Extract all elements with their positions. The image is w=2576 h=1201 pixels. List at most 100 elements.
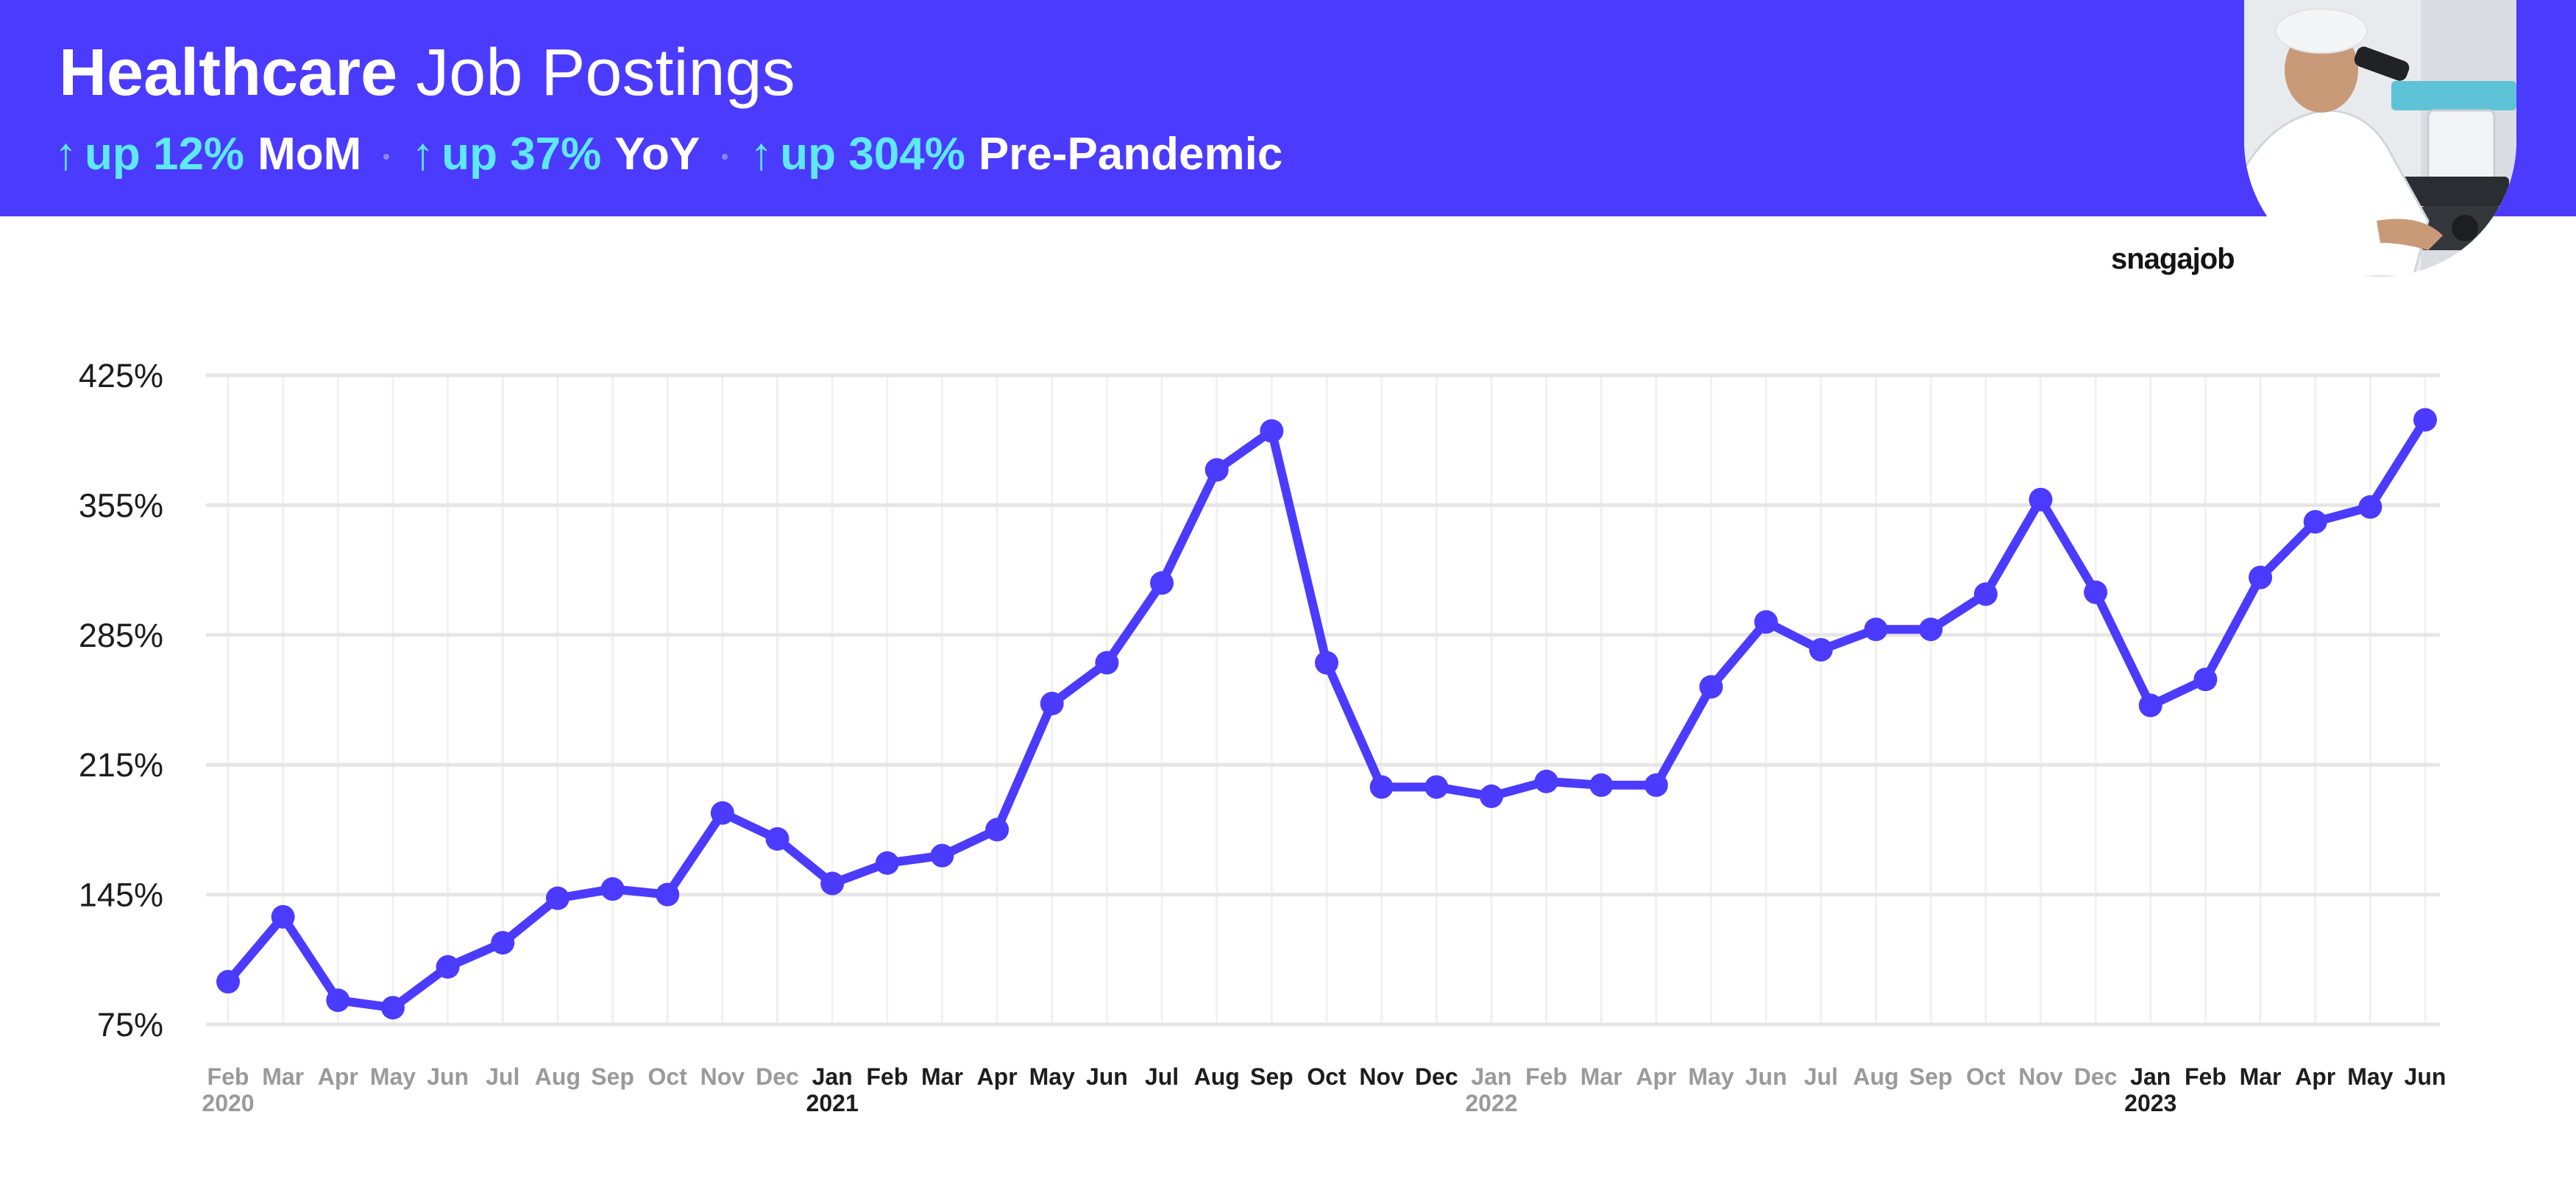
x-tick-label: Jun bbox=[2405, 1063, 2447, 1090]
stat-yoy-value: up 37% bbox=[441, 128, 602, 180]
title-light: Job Postings bbox=[416, 36, 795, 110]
y-axis-tick-labels: 425% 355% 285% 215% 145% 75% bbox=[79, 357, 163, 1044]
data-point bbox=[2413, 408, 2437, 432]
stat-pre-pandemic-label: Pre-Pandemic bbox=[978, 128, 1283, 180]
year-label: 2020 bbox=[202, 1090, 254, 1116]
data-point bbox=[545, 886, 570, 910]
stat-yoy-label: YoY bbox=[614, 128, 700, 180]
separator-dot bbox=[383, 154, 390, 160]
x-tick-label: Apr bbox=[977, 1063, 1018, 1090]
x-tick-label: Jun bbox=[1086, 1063, 1128, 1090]
x-tick-label: Aug bbox=[1853, 1063, 1898, 1090]
title-bold: Healthcare bbox=[59, 36, 398, 110]
x-tick-label: Mar bbox=[2240, 1063, 2282, 1090]
year-label: 2023 bbox=[2124, 1090, 2176, 1116]
x-tick-label: Aug bbox=[1194, 1063, 1240, 1090]
x-tick-label: May bbox=[1688, 1063, 1734, 1090]
x-tick-label: Sep bbox=[1909, 1063, 1953, 1090]
x-tick-label: Jun bbox=[1745, 1063, 1787, 1090]
separator-dot bbox=[722, 154, 728, 160]
y-tick-label: 75% bbox=[97, 1006, 163, 1044]
data-point bbox=[1315, 651, 1338, 675]
data-point bbox=[1369, 775, 1394, 799]
x-tick-label: Oct bbox=[648, 1063, 688, 1090]
data-point bbox=[1260, 419, 1284, 443]
x-tick-label: Feb bbox=[207, 1063, 249, 1090]
x-tick-label: Feb bbox=[1525, 1063, 1567, 1090]
y-tick-label: 285% bbox=[79, 617, 163, 654]
data-point bbox=[2138, 693, 2162, 718]
arrow-up-icon: ↑ bbox=[54, 128, 77, 180]
data-point bbox=[875, 851, 899, 875]
data-point bbox=[1699, 675, 1723, 699]
x-tick-label: Dec bbox=[2074, 1063, 2118, 1090]
data-point bbox=[1424, 775, 1449, 799]
x-tick-label: Dec bbox=[1415, 1063, 1458, 1090]
data-point bbox=[1040, 692, 1064, 716]
photo-illustration bbox=[2244, 0, 2516, 277]
x-tick-label: Nov bbox=[2018, 1063, 2063, 1090]
data-point bbox=[216, 970, 240, 994]
x-axis-tick-labels: Feb Mar Apr May Jun Jul Aug Sep Oct Nov Dec Jan Feb M… bbox=[202, 1063, 2446, 1116]
data-point bbox=[2249, 565, 2273, 589]
y-tick-label: 425% bbox=[79, 357, 163, 394]
scientist-microscope-photo bbox=[2244, 0, 2516, 277]
vertical-gridlines bbox=[227, 375, 2427, 1024]
x-tick-label: Oct bbox=[1307, 1063, 1346, 1090]
data-point bbox=[2358, 495, 2382, 519]
stat-yoy: ↑ up 37% YoY bbox=[411, 128, 700, 180]
data-point bbox=[710, 801, 734, 825]
x-tick-label: Jul bbox=[486, 1063, 519, 1090]
x-tick-label: Apr bbox=[318, 1063, 358, 1090]
data-point bbox=[380, 996, 405, 1020]
data-point bbox=[1644, 773, 1668, 797]
horizontal-gridlines bbox=[206, 373, 2440, 1027]
data-point bbox=[1919, 617, 1943, 642]
data-point bbox=[1589, 773, 1614, 797]
x-tick-label: Dec bbox=[756, 1063, 799, 1090]
data-point bbox=[326, 988, 350, 1013]
data-point bbox=[436, 954, 460, 979]
x-tick-label: Mar bbox=[921, 1063, 963, 1090]
snagajob-logo: snagajob bbox=[2111, 243, 2235, 275]
x-tick-label: May bbox=[1029, 1063, 1075, 1090]
data-point bbox=[600, 877, 625, 901]
data-point bbox=[985, 818, 1010, 842]
stat-pre-pandemic: ↑ up 304% Pre-Pandemic bbox=[750, 128, 1282, 180]
stat-pre-pandemic-value: up 304% bbox=[780, 128, 965, 180]
data-point bbox=[930, 843, 954, 868]
stat-mom-label: MoM bbox=[258, 128, 362, 180]
x-tick-label: Jul bbox=[1145, 1063, 1179, 1090]
x-tick-label: Apr bbox=[2295, 1063, 2335, 1090]
arrow-up-icon: ↑ bbox=[750, 128, 773, 180]
x-tick-label: Jun bbox=[427, 1063, 469, 1090]
stat-mom: ↑ up 12% MoM bbox=[54, 128, 361, 180]
y-tick-label: 355% bbox=[79, 486, 163, 524]
data-point bbox=[2303, 510, 2327, 534]
arrow-up-icon: ↑ bbox=[411, 128, 435, 180]
data-point bbox=[820, 871, 845, 896]
data-point bbox=[1809, 637, 1833, 662]
data-point bbox=[1864, 617, 1888, 642]
year-label: 2021 bbox=[806, 1090, 859, 1116]
data-point bbox=[1095, 651, 1119, 675]
y-tick-label: 215% bbox=[79, 746, 163, 784]
data-point bbox=[1973, 582, 1998, 606]
x-tick-label: Mar bbox=[1580, 1063, 1622, 1090]
data-point bbox=[765, 827, 790, 851]
stat-mom-value: up 12% bbox=[85, 128, 245, 180]
x-tick-label: Jan bbox=[812, 1063, 853, 1090]
x-tick-label: May bbox=[2347, 1063, 2393, 1090]
header-banner bbox=[0, 0, 2576, 216]
x-tick-label: Oct bbox=[1966, 1063, 2006, 1090]
series-layer bbox=[216, 408, 2437, 1020]
x-tick-label: May bbox=[370, 1063, 416, 1090]
x-tick-label: Jan bbox=[1471, 1063, 1511, 1090]
data-point bbox=[1204, 458, 1229, 482]
x-tick-label: Feb bbox=[2185, 1063, 2226, 1090]
x-tick-label: Jan bbox=[2130, 1063, 2171, 1090]
y-tick-label: 145% bbox=[79, 876, 163, 914]
x-tick-label: Nov bbox=[700, 1063, 745, 1090]
x-tick-label: Nov bbox=[1359, 1063, 1404, 1090]
